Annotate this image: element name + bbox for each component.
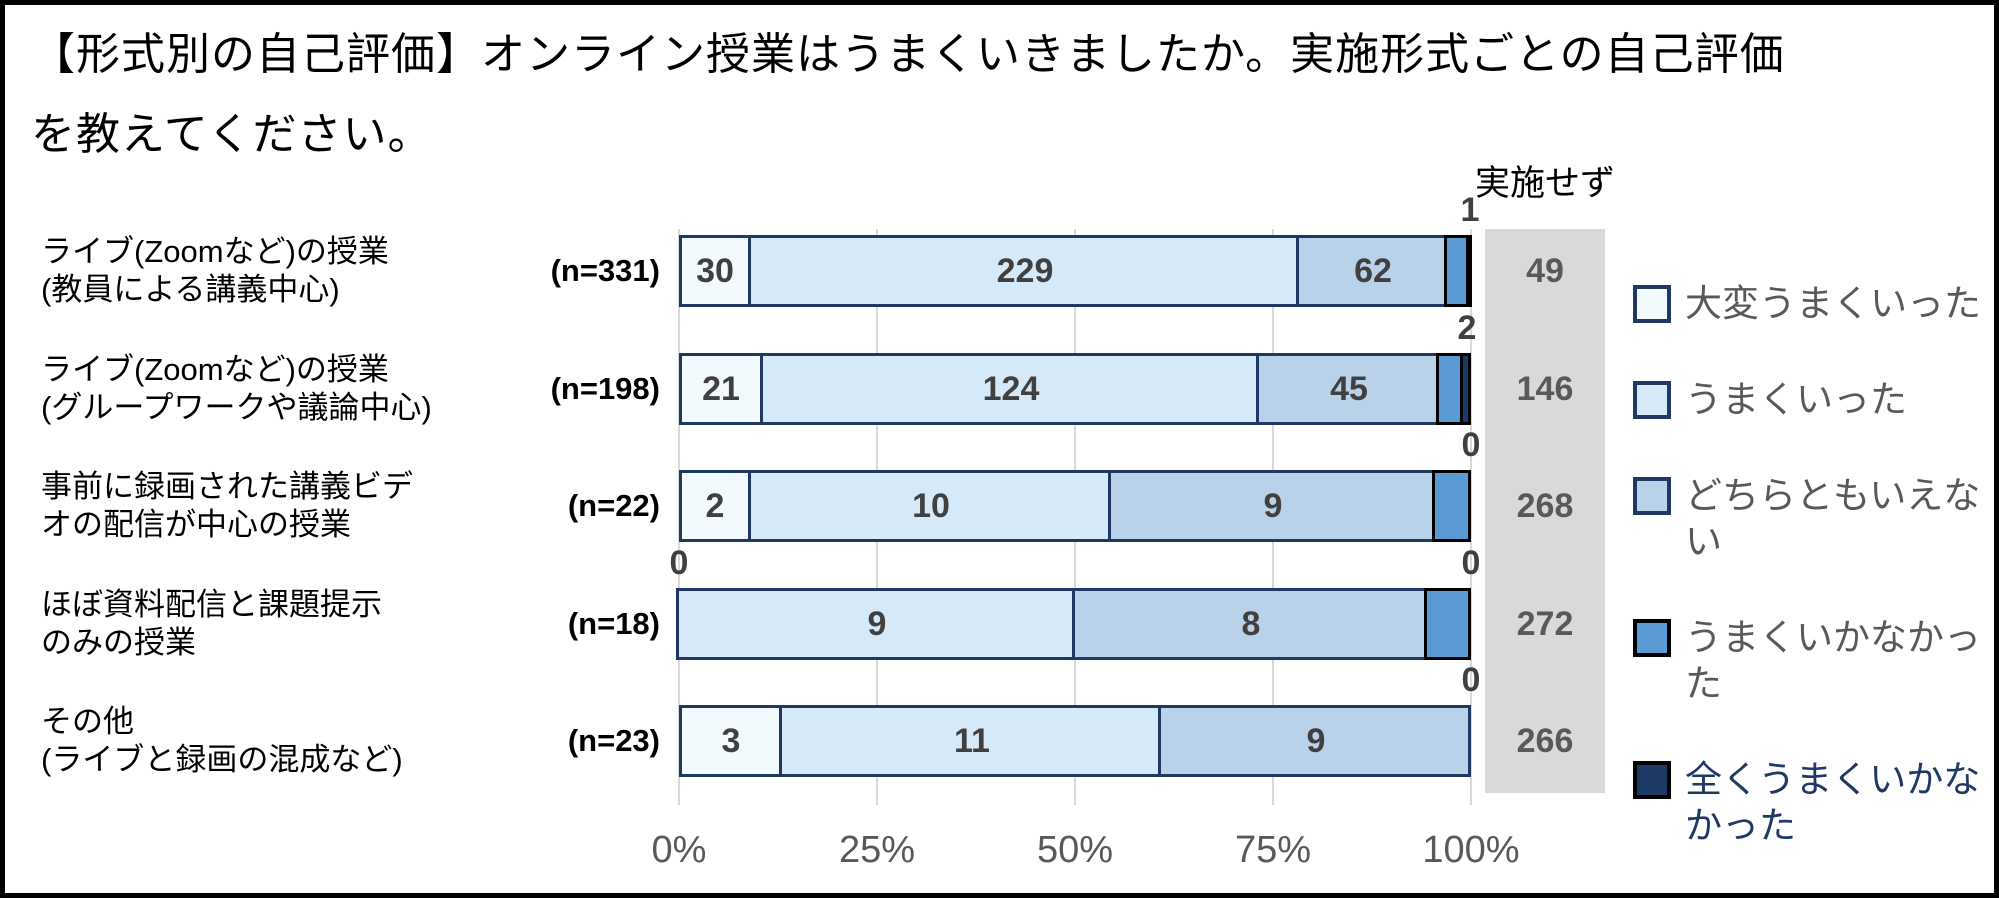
bar-segment-value-label: 45 [1330,370,1368,408]
not-conducted-header: 実施せず [1474,164,1615,203]
bar-segment [1466,235,1472,307]
sample-size-label: (n=331) [550,253,660,288]
bar-segment [1436,353,1463,425]
bar-segment-value-label: 62 [1354,252,1392,290]
bar-segment [679,705,782,777]
stacked-bar: 302296291 [679,191,1479,307]
category-label: ライブ(Zoomなど)の授業 (グループワークや議論中心) [41,351,471,427]
sample-size-label: (n=22) [567,488,660,523]
not-conducted-value: 146 [1516,370,1574,408]
bar-segment [679,235,751,307]
not-conducted-column [1485,229,1605,793]
bar-segment [1460,353,1471,425]
bar-segment [1432,470,1471,542]
bar-segment [1108,470,1435,542]
bar-segment [1424,588,1471,660]
category-label-line: (教員による講義中心) [41,272,340,307]
category-label-line: のみの授業 [41,625,196,660]
bar-segment-value-label: 124 [982,370,1040,408]
category-label-line: (ライブと録画の混成など) [41,742,403,777]
stacked-bar: 09810 [670,544,1480,660]
bar-segment [1296,235,1447,307]
legend-item: 全くうまくいかなかった [1633,757,1994,849]
bar-segment-value-label: 0 [1461,426,1481,464]
legend-swatch-icon [1633,285,1671,323]
bar-segment-value-label: 8 [1241,605,1261,643]
legend-label: うまくいかなかった [1685,617,1981,704]
sample-size-label: (n=198) [550,371,660,406]
not-conducted-value: 272 [1516,605,1574,643]
legend-item: うまくいかなかった [1633,615,1994,707]
legend-label: 全くうまくいかなかった [1685,759,1981,846]
sample-size-label: (n=18) [567,606,660,641]
legend-item: うまくいった [1633,377,1994,423]
stacked-bar: 211244562 [679,309,1476,425]
legend-label: 大変うまくいった [1685,283,1981,324]
bar-segment-value-label: 229 [996,252,1054,290]
bar-segment [1158,705,1471,777]
bar-segment-value-label: 1 [1460,191,1480,229]
bar-segment [679,470,751,542]
bar-segment [1072,588,1427,660]
bar-segment [760,353,1259,425]
bar-segment-value-label: 11 [954,722,990,760]
legend-swatch-icon [1633,619,1671,657]
bar-segment-value-label: 9 [1263,487,1283,525]
category-label-line: (グループワークや議論中心) [41,390,432,425]
bar-segment [676,588,1075,660]
stacked-bar: 3 11 9 0 [679,661,1480,777]
legend-swatch-icon [1633,477,1671,515]
bar-segment-value-label: 0 [1461,544,1481,582]
legend-item: 大変うまくいった [1633,281,1994,327]
bar-segment-value-label: 21 [702,370,740,408]
category-label-line: その他 [41,704,134,739]
bar-segment [748,470,1111,542]
chart-title-line2: を教えてください。 [31,110,433,159]
category-label: ライブ(Zoomなど)の授業 (教員による講義中心) [41,233,471,309]
bar-segment-value-label: 0 [669,544,689,582]
gridline [1470,229,1472,805]
bar-segment-value-label: 2 [1457,309,1477,347]
chart-title-line1: 【形式別の自己評価】オンライン授業はうまくいきましたか。実施形式ごとの自己評価 [31,30,1785,79]
x-axis-tick-label: 75% [1234,829,1312,871]
not-conducted-value: 49 [1526,252,1564,290]
x-axis-tick-label: 50% [1036,829,1114,871]
chart-title: 【形式別の自己評価】オンライン授業はうまくいきましたか。実施形式ごとの自己評価 … [31,15,1979,175]
bar-segment-value-label: 9 [1306,722,1326,760]
category-label: その他 (ライブと録画の混成など) [41,703,471,779]
category-label-line: オの配信が中心の授業 [41,507,351,542]
not-conducted-value: 266 [1516,722,1574,760]
category-label-line: ライブ(Zoomなど)の授業 [41,234,389,269]
legend-label: どちらともいえない [1685,475,1981,562]
x-axis-tick-label: 0% [651,829,707,871]
stacked-bar: 210910 [679,426,1480,542]
category-label-line: ライブ(Zoomなど)の授業 [41,352,389,387]
category-label-line: ほぼ資料配信と課題提示 [41,587,382,622]
sample-size-label: (n=23) [567,723,660,758]
legend-item: どちらともいえない [1633,473,1994,565]
legend-label: うまくいった [1685,379,1907,420]
x-axis-tick-label: 100% [1422,829,1520,871]
category-label: 事前に録画された講義ビデ オの配信が中心の授業 [41,468,471,544]
bar-segment-value-label: 9 [867,605,887,643]
legend: 大変うまくいった うまくいったどちらともいえない うまくいかなかった 全くうまくいかな… [1633,281,1994,893]
x-axis-tick-label: 25% [838,829,916,871]
bar-segment-value-label: 2 [705,487,725,525]
bar-segment-value-label: 10 [912,487,950,525]
category-label: ほぼ資料配信と課題提示 のみの授業 [41,586,471,662]
not-conducted-value: 268 [1516,487,1574,525]
bar-segment-value-label: 3 [721,722,741,760]
legend-swatch-icon [1633,761,1671,799]
category-label-line: 事前に録画された講義ビデ [41,469,413,504]
bar-segment-value-label: 30 [696,252,734,290]
bar-segment [1256,353,1439,425]
legend-swatch-icon [1633,381,1671,419]
bar-segment-value-label: 0 [1461,661,1481,699]
